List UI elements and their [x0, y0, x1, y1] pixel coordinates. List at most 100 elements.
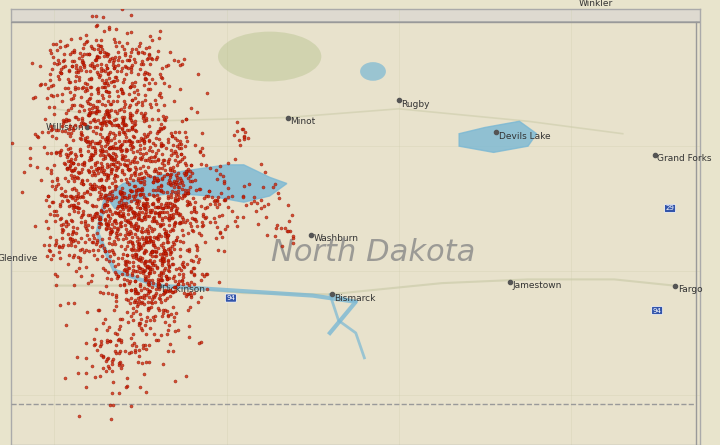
Point [101, 138, 112, 145]
Point [120, 70, 132, 77]
Point [63, 202, 75, 210]
Point [86, 156, 97, 163]
Point [75, 151, 86, 158]
Point [167, 210, 179, 217]
Point [98, 28, 109, 35]
Point [98, 202, 109, 209]
Point [107, 157, 119, 164]
Point [175, 267, 186, 274]
Point [153, 177, 164, 184]
Point [94, 342, 106, 349]
Point [101, 198, 112, 205]
Point [151, 264, 163, 271]
Point [161, 273, 172, 280]
Point [149, 166, 161, 173]
Point [127, 253, 139, 260]
Point [150, 252, 162, 259]
Point [116, 151, 127, 158]
Point [119, 121, 130, 129]
Point [150, 299, 161, 306]
Point [130, 165, 142, 172]
Point [130, 226, 142, 233]
Point [176, 277, 188, 284]
Point [75, 67, 86, 74]
Point [160, 289, 171, 296]
Point [192, 223, 203, 230]
Point [138, 291, 150, 298]
Point [92, 42, 104, 49]
Point [103, 163, 114, 170]
Point [72, 189, 84, 196]
Point [60, 218, 71, 226]
Point [188, 194, 199, 201]
Point [178, 170, 189, 177]
Point [174, 219, 186, 227]
Point [152, 195, 163, 202]
Point [102, 336, 113, 344]
Point [171, 174, 183, 181]
Point [131, 147, 143, 154]
Point [128, 56, 140, 63]
Point [48, 111, 60, 118]
Point [136, 175, 148, 182]
Point [115, 147, 127, 154]
Point [113, 335, 125, 342]
Point [120, 203, 132, 210]
Point [90, 240, 102, 247]
Point [64, 149, 76, 156]
Point [76, 245, 88, 252]
Point [45, 166, 56, 174]
Point [55, 215, 66, 222]
Point [163, 214, 175, 222]
Point [91, 239, 103, 246]
Point [153, 184, 164, 191]
Point [29, 94, 40, 101]
Point [189, 265, 200, 272]
Point [147, 248, 158, 255]
Point [85, 164, 96, 171]
Point [127, 177, 139, 184]
Point [70, 113, 81, 121]
Point [218, 247, 230, 255]
Point [76, 135, 87, 142]
Point [107, 129, 119, 137]
Point [143, 257, 155, 264]
Point [150, 97, 161, 104]
Point [74, 134, 86, 142]
Point [261, 231, 273, 238]
Point [96, 145, 108, 152]
Point [215, 190, 227, 197]
Point [83, 75, 94, 82]
Point [76, 128, 87, 135]
Point [153, 212, 165, 219]
Point [164, 245, 176, 252]
Point [262, 200, 274, 207]
Point [145, 32, 156, 40]
Point [89, 170, 100, 177]
Point [287, 233, 299, 240]
Point [130, 190, 141, 197]
Point [120, 203, 132, 210]
Point [32, 134, 44, 141]
Point [176, 227, 188, 234]
Point [166, 188, 178, 195]
Point [166, 201, 178, 208]
Point [46, 65, 58, 73]
Point [139, 295, 150, 302]
Point [109, 139, 121, 146]
Point [166, 261, 178, 268]
Point [168, 241, 179, 248]
Point [66, 192, 77, 199]
Point [148, 226, 160, 233]
Point [135, 383, 146, 390]
Point [122, 156, 133, 163]
Point [148, 247, 160, 254]
Point [107, 356, 119, 363]
Point [145, 228, 157, 235]
Point [77, 208, 89, 215]
Point [96, 61, 107, 68]
Point [126, 123, 138, 130]
Point [171, 176, 182, 183]
Point [102, 161, 113, 168]
Point [58, 57, 70, 64]
